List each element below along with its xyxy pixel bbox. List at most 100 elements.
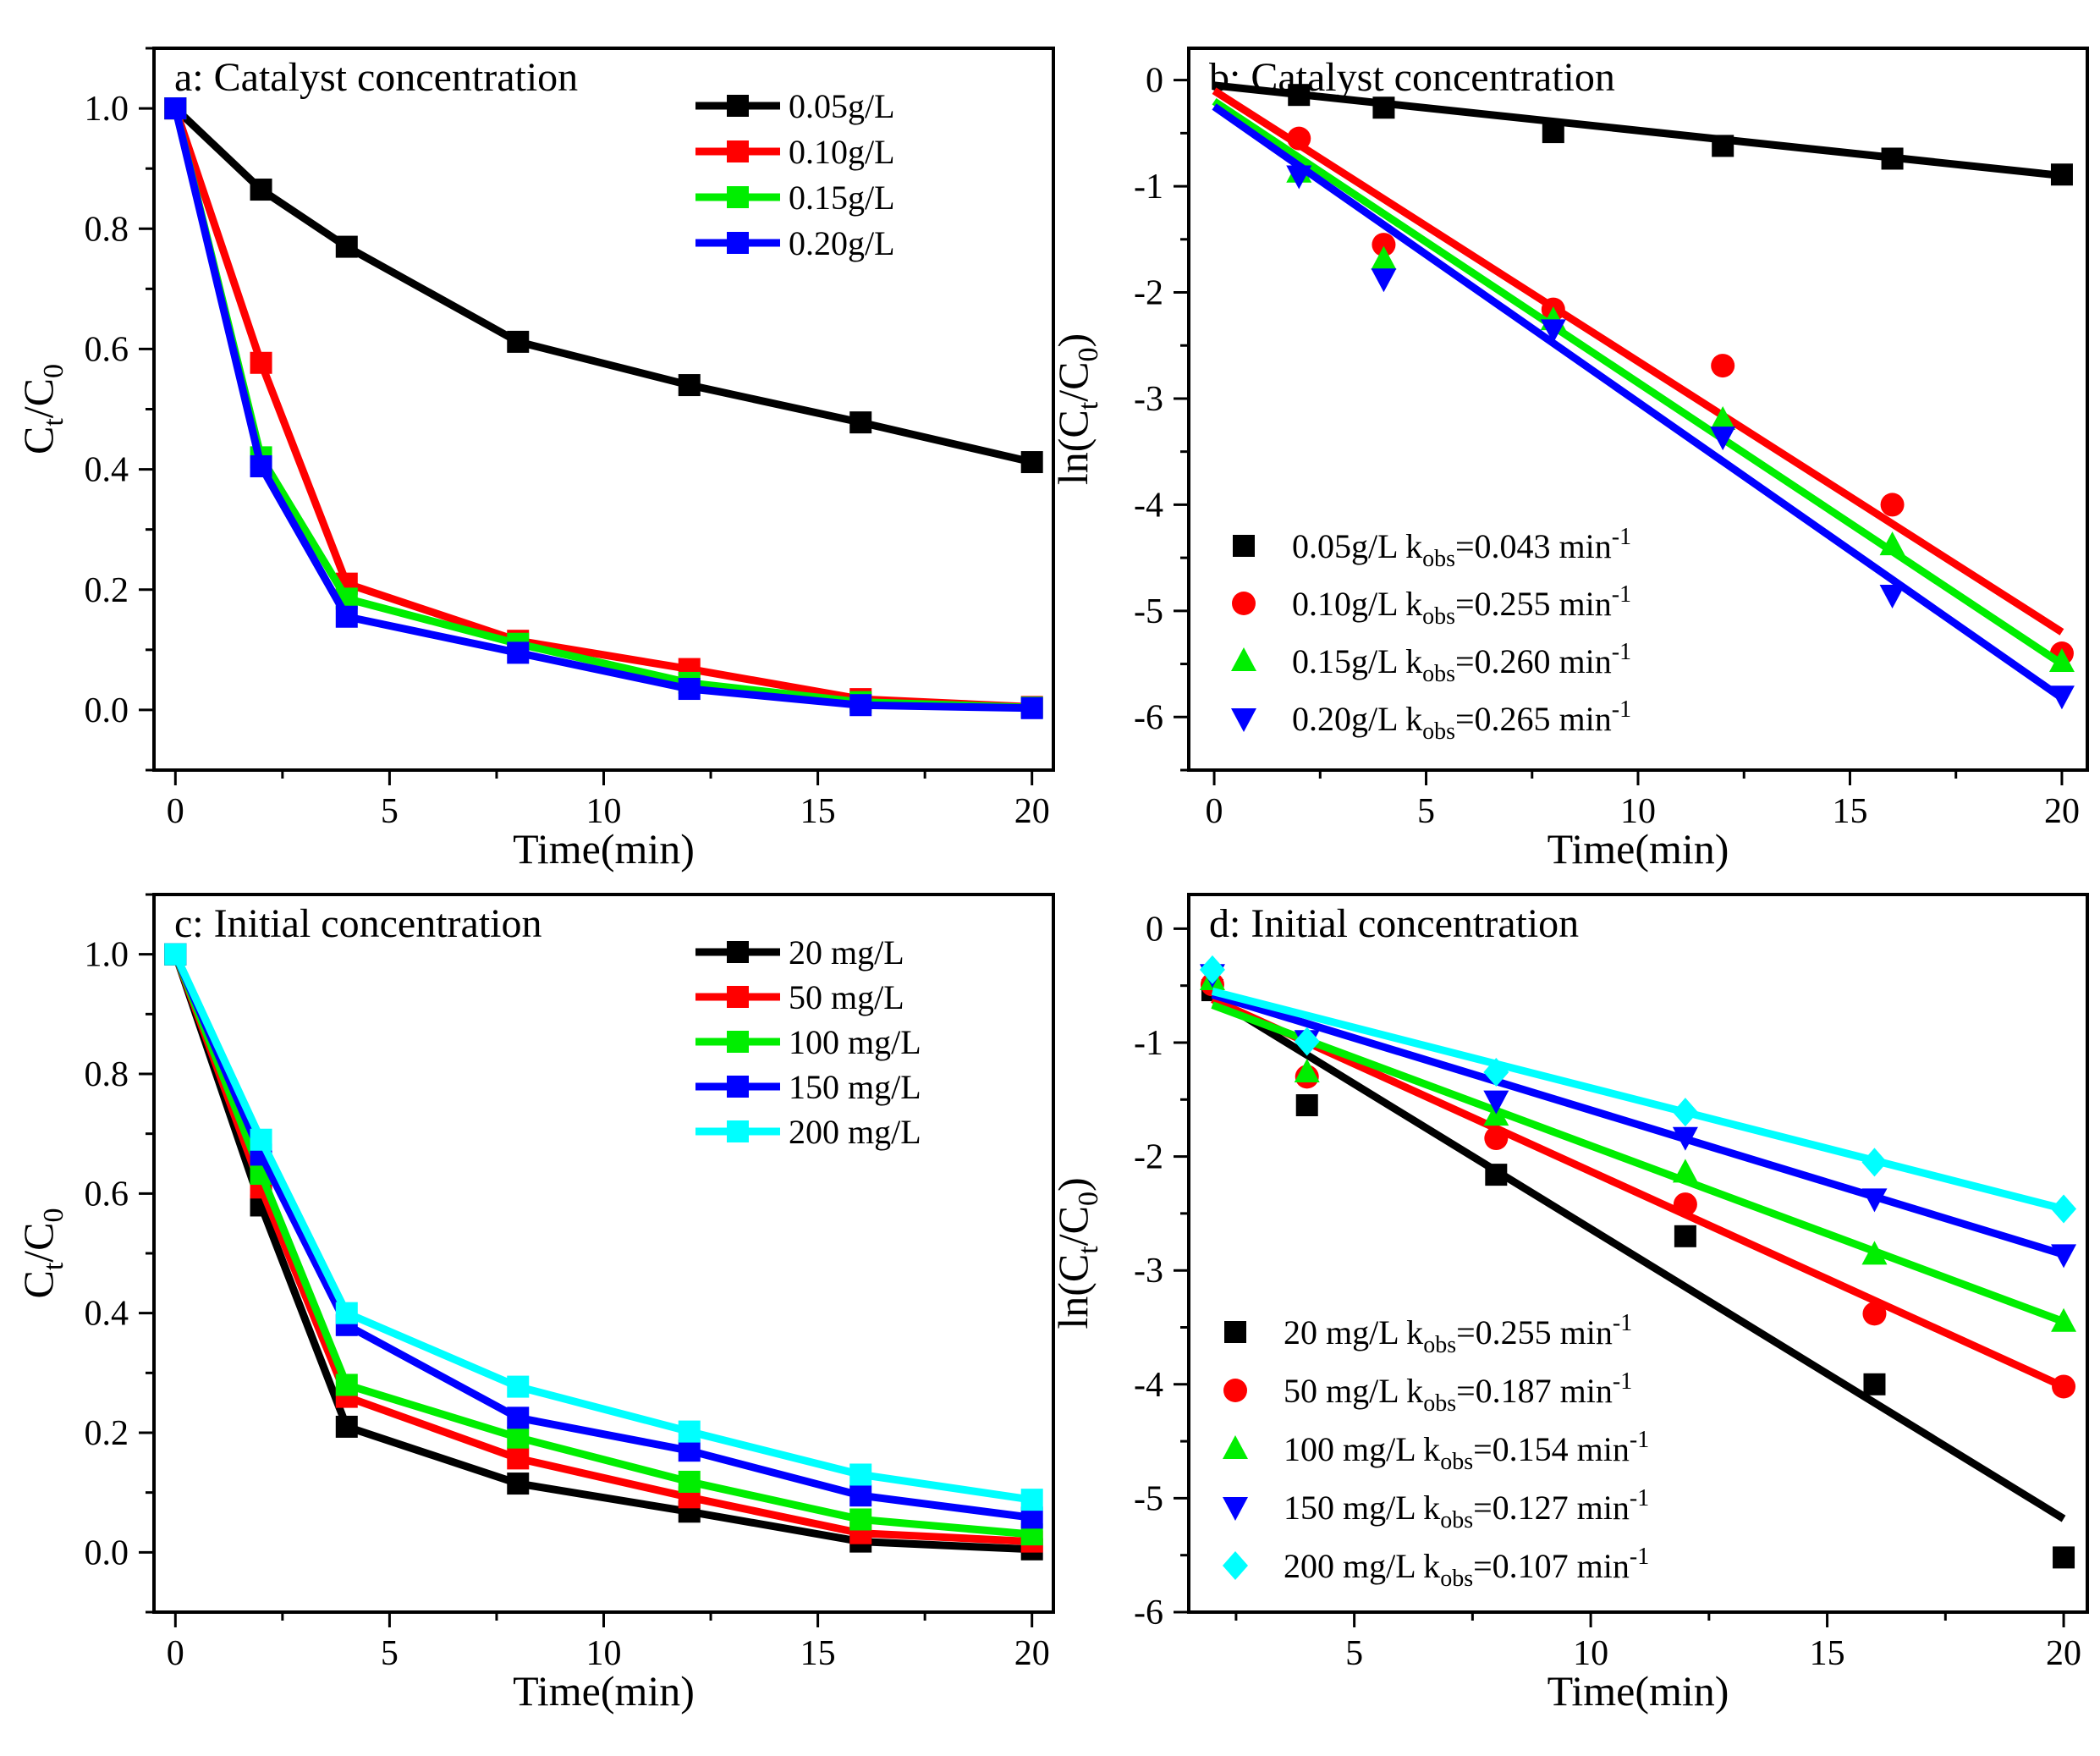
- y-axis-label: ln(Ct/C0): [1049, 333, 1104, 485]
- legend-label: 100 mg/L: [789, 1023, 921, 1061]
- data-point: [1295, 1094, 1318, 1117]
- data-point: [1861, 1188, 1888, 1213]
- series-3: [164, 97, 1043, 719]
- fit-line: [1212, 87, 2064, 636]
- y-tick-label: -4: [1134, 1366, 1163, 1405]
- data-point: [2051, 1244, 2077, 1269]
- y-tick-label: -3: [1134, 380, 1163, 419]
- y-tick-label: 0.0: [85, 1533, 129, 1572]
- data-point: [250, 1128, 272, 1151]
- y-axis-label: Ct/C0: [14, 364, 69, 454]
- data-point: [1879, 585, 1905, 609]
- legend-label-sub: obs: [1440, 1449, 1473, 1475]
- data-point: [335, 1302, 358, 1324]
- y-label-sub: 0: [1073, 348, 1104, 362]
- legend-marker: [1223, 1379, 1247, 1402]
- legend: 20 mg/L 50 mg/L 100 mg/L 150 mg/L 200 mg/L: [695, 933, 921, 1151]
- series-3: [1199, 964, 2077, 1269]
- data-point: [678, 678, 701, 701]
- legend-label-prefix: 0.20g/L k: [1292, 700, 1422, 738]
- y-label-main: ln(C: [1049, 410, 1097, 485]
- series-0: [164, 97, 1043, 474]
- legend-marker: [727, 986, 749, 1008]
- data-point: [1861, 1241, 1888, 1265]
- data-point: [1674, 1225, 1696, 1247]
- fit-line: [1211, 988, 2065, 1213]
- legend-label-prefix: 0.10g/L k: [1292, 585, 1422, 623]
- data-point: [2048, 685, 2075, 710]
- legend-label-sub: obs: [1422, 718, 1455, 745]
- legend-marker: [1223, 1497, 1248, 1521]
- legend-marker: [727, 1031, 749, 1053]
- x-tick-label: 5: [381, 792, 399, 831]
- y-tick-label: 0.4: [85, 1295, 129, 1334]
- y-tick-label: 0: [1146, 910, 1163, 949]
- y-tick-label: -5: [1134, 1479, 1163, 1518]
- data-point: [1483, 1090, 1509, 1115]
- legend-label: 0.15g/L kobs=0.260 min-1: [1292, 639, 1631, 687]
- legend-label-sub: obs: [1440, 1566, 1473, 1592]
- fit-line: [1211, 995, 2065, 1390]
- fit-line: [1211, 1001, 2065, 1325]
- data-point: [678, 1439, 701, 1462]
- fit-line: [1212, 103, 2064, 702]
- data-point: [164, 943, 187, 966]
- data-point: [2051, 1307, 2077, 1332]
- y-tick-label: 0.8: [85, 1055, 129, 1094]
- data-point: [1485, 1164, 1508, 1186]
- data-point: [1672, 1159, 1698, 1183]
- data-point: [849, 1484, 872, 1507]
- y-tick-label: 0.4: [85, 451, 129, 490]
- y-label-sub: t: [38, 418, 69, 427]
- series-line: [171, 107, 1032, 713]
- y-tick-label: -3: [1134, 1252, 1163, 1291]
- y-label-sub: t: [1073, 401, 1104, 410]
- legend-label-sup: -1: [1630, 1427, 1649, 1453]
- x-tick-label: 20: [2044, 792, 2080, 831]
- data-point: [1020, 451, 1043, 474]
- series-1: [1212, 87, 2074, 666]
- legend-label-rate: =0.127 min: [1473, 1489, 1630, 1527]
- legend-label: 150 mg/L kobs=0.127 min-1: [1284, 1485, 1649, 1533]
- series-2: [164, 97, 1043, 719]
- legend-label-rate: =0.265 min: [1455, 700, 1612, 738]
- y-label-sub: 0: [38, 364, 69, 378]
- y-tick-label: -4: [1134, 486, 1163, 525]
- data-point: [2051, 1194, 2077, 1224]
- data-point: [335, 1415, 358, 1438]
- data-point: [507, 1426, 530, 1449]
- legend-label-rate: =0.260 min: [1455, 642, 1612, 680]
- legend-marker: [727, 1120, 749, 1142]
- data-point: [507, 641, 530, 664]
- legend-label: 0.10g/L kobs=0.255 min-1: [1292, 581, 1631, 630]
- legend-label-sub: obs: [1423, 1390, 1456, 1417]
- y-tick-label: -2: [1134, 1138, 1163, 1177]
- data-point: [250, 455, 272, 478]
- data-point: [335, 235, 358, 258]
- data-point: [1484, 1126, 1509, 1151]
- panel-title: a: Catalyst concentration: [174, 55, 578, 100]
- legend-label-prefix: 150 mg/L k: [1284, 1489, 1440, 1527]
- x-tick-label: 10: [1620, 792, 1656, 831]
- data-point: [1288, 84, 1311, 107]
- x-tick-label: 0: [167, 792, 184, 831]
- x-tick-label: 10: [586, 792, 622, 831]
- data-point: [1542, 121, 1564, 144]
- legend-marker: [1223, 1435, 1248, 1459]
- y-label-main: C: [14, 1270, 62, 1298]
- y-axis-label: ln(Ct/C0): [1049, 1177, 1104, 1329]
- legend-label-sup: -1: [1613, 1310, 1632, 1336]
- legend-marker: [727, 1076, 749, 1098]
- data-point: [2052, 1374, 2076, 1399]
- y-label-mid: /C: [1049, 362, 1097, 402]
- y-tick-label: 0.6: [85, 1175, 129, 1214]
- data-point: [678, 1420, 701, 1443]
- legend-label-sup: -1: [1612, 581, 1631, 608]
- series-3: [1212, 103, 2075, 710]
- y-tick-label: -1: [1134, 168, 1163, 206]
- legend-marker: [727, 232, 749, 254]
- data-point: [335, 605, 358, 628]
- data-point: [1710, 406, 1736, 431]
- legend-label-sup: -1: [1612, 696, 1631, 723]
